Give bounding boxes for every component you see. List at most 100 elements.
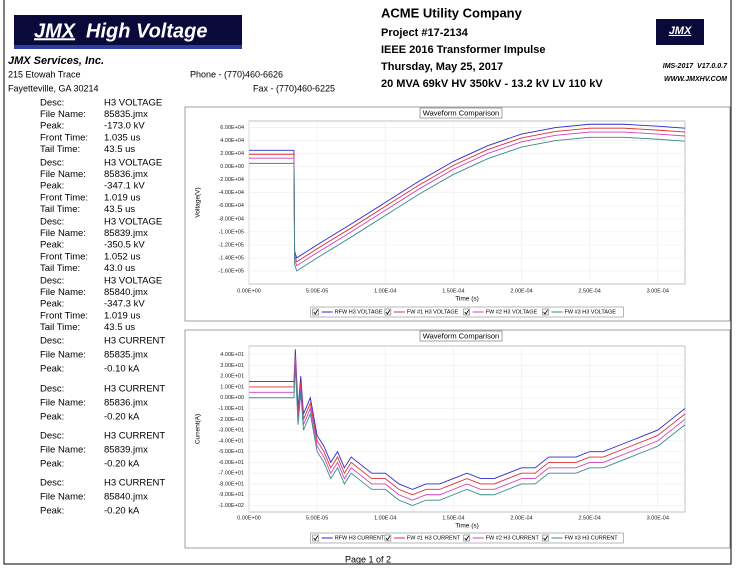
y-tick-label: 1.00E+01 <box>220 384 244 390</box>
field-label: Front Time: <box>40 132 88 143</box>
field-value: 1.019 us <box>104 192 141 203</box>
legend-label: RFW H3 CURRENT <box>335 535 385 541</box>
field-label: File Name: <box>40 287 86 298</box>
logo-brand: JMX <box>34 20 77 42</box>
field-label: Tail Time: <box>40 204 80 215</box>
field-value: 85836.jmx <box>104 398 148 409</box>
field-label: Desc: <box>40 478 64 489</box>
field-value: 43.5 us <box>104 204 135 215</box>
field-label: Front Time: <box>40 310 88 321</box>
field-value: 43.0 us <box>104 263 135 274</box>
y-tick-label: -1.60E+05 <box>218 268 244 274</box>
field-label: File Name: <box>40 445 86 456</box>
field-label: Desc: <box>40 336 64 347</box>
x-tick-label: 1.00E-04 <box>374 288 396 294</box>
small-logo: JMX <box>669 25 692 37</box>
field-label: File Name: <box>40 169 86 180</box>
report-title: ACME Utility Company <box>381 5 523 20</box>
logo-box <box>14 15 242 49</box>
y-tick-label: -8.00E+04 <box>218 216 244 222</box>
series-line <box>249 123 686 259</box>
legend-checkbox <box>384 534 392 542</box>
legend-check <box>313 309 319 315</box>
field-label: Front Time: <box>40 251 88 262</box>
legend-label: FW #2 H3 VOLTAGE <box>486 309 538 315</box>
field-value: -347.1 kV <box>104 181 145 192</box>
field-value: 85839.jmx <box>104 445 148 456</box>
x-tick-label: 0.00E+00 <box>237 288 261 294</box>
legend-label: FW #1 H3 VOLTAGE <box>407 309 459 315</box>
field-label: Peak: <box>40 121 64 132</box>
x-tick-label: 2.00E-04 <box>510 288 532 294</box>
field-value: 85836.jmx <box>104 169 148 180</box>
y-tick-label: -9.00E+01 <box>218 492 244 498</box>
y-axis-title: Current(A) <box>195 414 202 444</box>
field-label: Front Time: <box>40 192 88 203</box>
field-value: 43.5 us <box>104 144 135 155</box>
series-line <box>249 359 686 501</box>
field-label: Peak: <box>40 412 64 423</box>
x-tick-label: 5.00E-05 <box>306 288 328 294</box>
small-logo-box <box>656 19 704 45</box>
field-label: File Name: <box>40 350 86 361</box>
y-tick-label: -1.20E+05 <box>218 242 244 248</box>
field-value: 85839.jmx <box>104 228 148 239</box>
field-value: H3 VOLTAGE <box>104 98 162 109</box>
legend-check <box>313 535 319 541</box>
address-line: 215 Etowah Trace <box>8 69 81 79</box>
field-value: 1.052 us <box>104 251 141 262</box>
field-value: H3 CURRENT <box>104 384 165 395</box>
y-tick-label: -1.40E+05 <box>218 255 244 261</box>
chart-title: Waveform Comparison <box>423 331 499 340</box>
field-value: -0.20 kA <box>104 506 140 517</box>
field-value: 85835.jmx <box>104 109 148 120</box>
y-tick-label: -1.00E+01 <box>218 406 244 412</box>
field-value: H3 VOLTAGE <box>104 276 162 287</box>
report-line: Thursday, May 25, 2017 <box>381 61 503 73</box>
field-label: Desc: <box>40 431 64 442</box>
legend-label: FW #2 H3 CURRENT <box>486 535 540 541</box>
y-tick-label: -7.00E+01 <box>218 471 244 477</box>
website: WWW.JMXHV.COM <box>664 76 727 83</box>
field-label: File Name: <box>40 109 86 120</box>
field-label: Peak: <box>40 181 64 192</box>
field-value: 85840.jmx <box>104 492 148 503</box>
report-line: Project #17-2134 <box>381 27 469 39</box>
field-label: File Name: <box>40 492 86 503</box>
address-line: Fayetteville, GA 30214 <box>8 83 99 93</box>
y-tick-label: -3.00E+01 <box>218 428 244 434</box>
x-tick-label: 1.00E-04 <box>374 515 396 521</box>
field-value: 43.5 us <box>104 322 135 333</box>
x-tick-label: 3.00E-04 <box>647 288 669 294</box>
field-value: -0.10 kA <box>104 364 140 375</box>
x-tick-label: 2.50E-04 <box>578 288 600 294</box>
legend-checkbox <box>542 534 549 542</box>
field-label: Peak: <box>40 240 64 251</box>
x-tick-label: 0.00E+00 <box>237 515 261 521</box>
field-label: Desc: <box>40 98 64 109</box>
legend-label: FW #3 H3 VOLTAGE <box>565 309 617 315</box>
fax: Fax - (770)460-6225 <box>253 83 335 93</box>
field-value: -0.20 kA <box>104 459 140 470</box>
x-tick-label: 1.50E-04 <box>442 288 464 294</box>
field-value: H3 CURRENT <box>104 478 165 489</box>
series-line <box>249 127 686 263</box>
y-tick-label: 2.00E+01 <box>220 374 244 380</box>
field-value: 1.019 us <box>104 310 141 321</box>
field-label: Desc: <box>40 384 64 395</box>
x-axis-title: Time (s) <box>455 523 479 530</box>
field-value: -347.3 kV <box>104 299 145 310</box>
field-value: 1.035 us <box>104 132 141 143</box>
page-number: Page 1 of 2 <box>345 554 391 564</box>
field-label: Peak: <box>40 364 64 375</box>
field-label: Peak: <box>40 459 64 470</box>
y-tick-label: 2.00E+04 <box>220 151 244 157</box>
field-label: File Name: <box>40 398 86 409</box>
y-tick-label: 4.00E+01 <box>220 352 244 358</box>
field-label: Tail Time: <box>40 322 80 333</box>
logo-stripe <box>14 45 242 49</box>
plot-area <box>248 120 686 285</box>
x-tick-label: 1.50E-04 <box>442 515 464 521</box>
y-tick-label: -2.00E+04 <box>218 177 244 183</box>
